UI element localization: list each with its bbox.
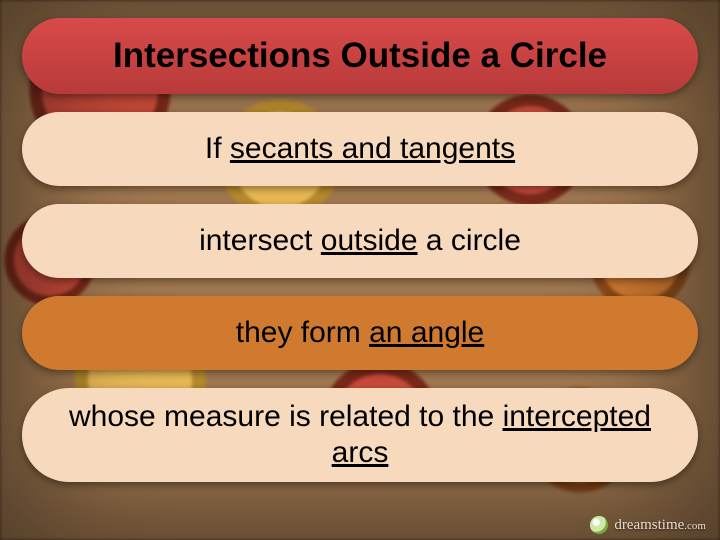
line-3: they form an angle	[22, 296, 698, 370]
watermark-text: dreamstime.com	[614, 517, 706, 534]
line-2-pre: intersect	[199, 224, 321, 257]
line-2: intersect outside a circle	[22, 204, 698, 278]
line-2-content: intersect outside a circle	[199, 224, 521, 258]
line-4-content: whose measure is related to the intercep…	[52, 399, 668, 471]
watermark-tld: .com	[684, 520, 706, 532]
line-1-content: If secants and tangents	[205, 132, 515, 166]
line-2-post: a circle	[418, 224, 521, 257]
line-1: If secants and tangents	[22, 112, 698, 186]
line-4-pre: whose measure is related to the	[69, 400, 503, 433]
watermark: dreamstime.com	[590, 516, 706, 534]
line-1-pre: If	[205, 132, 230, 165]
slide-container: Intersections Outside a Circle If secant…	[0, 0, 720, 540]
title-text: Intersections Outside a Circle	[113, 36, 607, 76]
line-4: whose measure is related to the intercep…	[22, 388, 698, 482]
line-1-underline: secants and tangents	[230, 132, 515, 165]
line-3-pre: they form	[236, 316, 369, 349]
slide-title: Intersections Outside a Circle	[22, 18, 698, 94]
line-3-content: they form an angle	[236, 316, 484, 350]
watermark-name: dreamstime	[614, 517, 684, 533]
watermark-logo-icon	[590, 516, 608, 534]
line-2-underline: outside	[321, 224, 418, 257]
line-3-underline: an angle	[369, 316, 484, 349]
